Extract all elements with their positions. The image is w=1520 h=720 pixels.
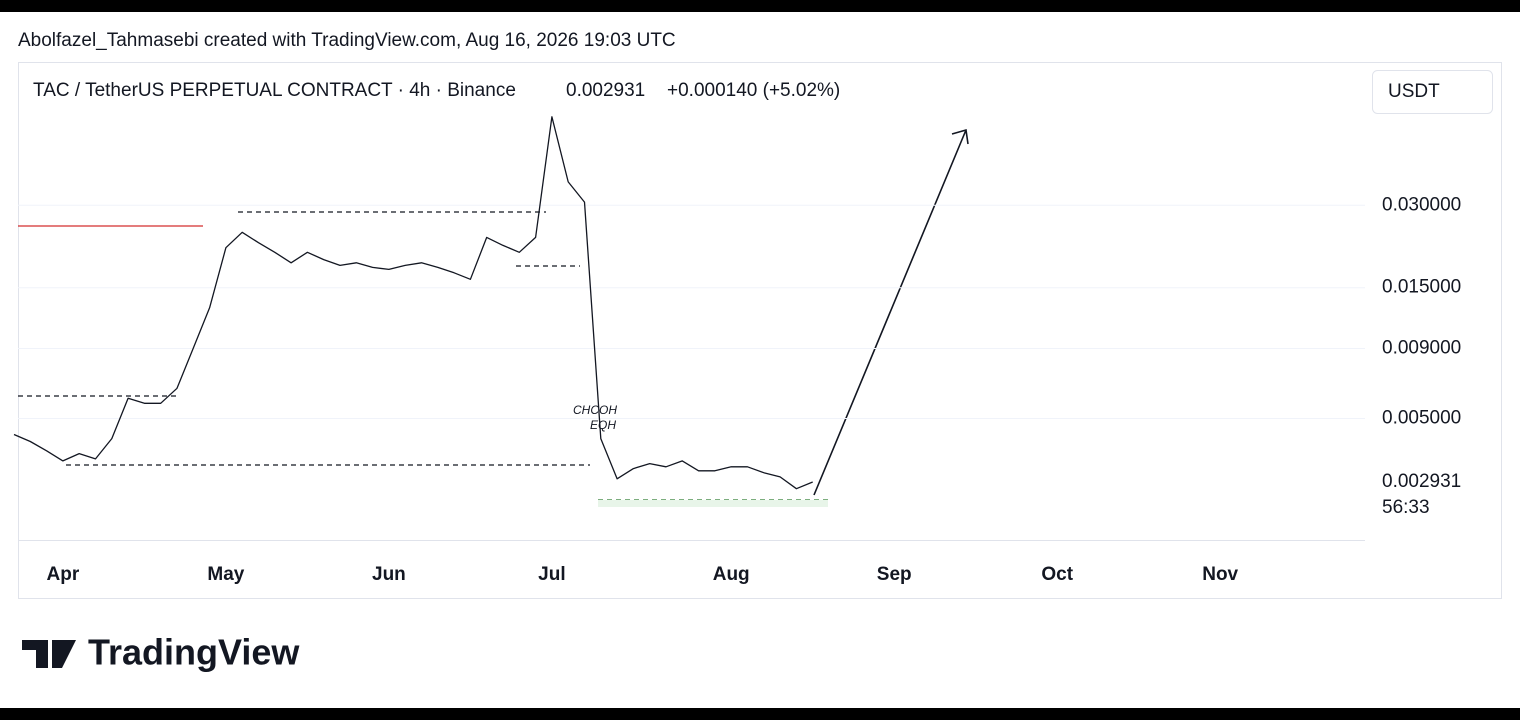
y-tick-label: 0.030000 [1382,194,1461,215]
x-tick-label: Aug [713,564,750,585]
y-tick-label: 0.015000 [1382,277,1461,298]
projection-arrow [813,128,969,496]
currency-label[interactable]: USDT [1388,81,1440,102]
annotation: EQH [590,418,616,432]
x-tick-label: Jun [372,564,406,585]
attribution: Abolfazel_Tahmasebi created with Trading… [18,30,676,51]
x-tick-label: Nov [1202,564,1238,585]
x-tick-label: Apr [47,564,80,585]
last-price-label: 0.002931 [1382,471,1461,492]
annotation: CHCOH [573,403,617,417]
y-tick-label: 0.009000 [1382,338,1461,359]
bottom-bar [0,708,1520,720]
logo-text: TradingView [88,632,300,673]
y-tick-label: 0.005000 [1382,407,1461,428]
header-price: 0.002931 [566,80,645,101]
countdown: 56:33 [1382,497,1430,518]
price-line [13,116,813,490]
zone [598,500,828,507]
header-change: +0.000140 (+5.02%) [667,80,840,101]
chart-frame [18,62,1502,599]
currency-button[interactable] [1372,70,1493,114]
drawings [18,211,828,501]
x-tick-label: Oct [1041,564,1073,585]
top-bar [0,0,1520,12]
x-tick-label: May [207,564,244,585]
x-tick-label: Jul [538,564,565,585]
chart-title: TAC / TetherUS PERPETUAL CONTRACT · 4h ·… [33,80,516,101]
tradingview-logo: TradingView [22,632,300,673]
x-tick-label: Sep [877,564,912,585]
logo-mark [22,640,76,668]
